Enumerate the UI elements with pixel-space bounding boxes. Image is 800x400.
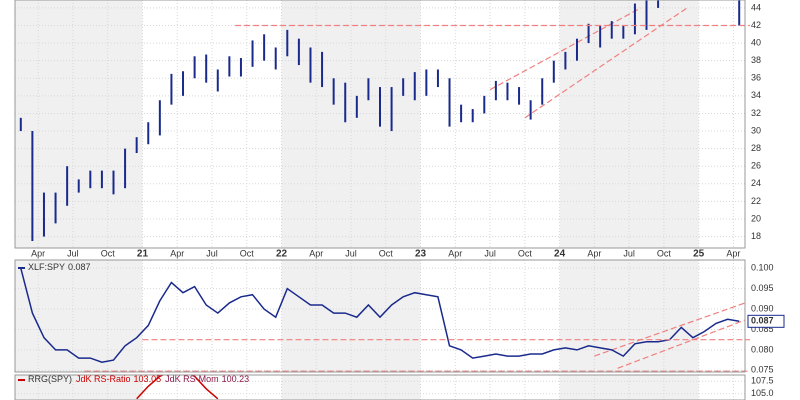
y-tick-label: 30 xyxy=(751,125,761,135)
panel xyxy=(15,260,745,372)
x-tick-label: Jul xyxy=(484,248,496,258)
year-band xyxy=(15,0,143,248)
y-tick-label: 0.085 xyxy=(751,324,774,334)
x-tick-label: Apr xyxy=(309,248,323,258)
y-tick-label: 22 xyxy=(751,196,761,206)
y-tick-label: 0.080 xyxy=(751,344,774,354)
panel-border xyxy=(14,0,746,249)
x-tick-label: Apr xyxy=(170,248,184,258)
panel-border xyxy=(14,259,746,373)
y-tick-label: 36 xyxy=(751,73,761,83)
x-tick-label: Apr xyxy=(31,248,45,258)
year-band xyxy=(15,375,143,400)
panel xyxy=(15,375,745,400)
y-tick-label: 20 xyxy=(751,213,761,223)
channel-line xyxy=(617,319,745,369)
panel xyxy=(15,0,745,248)
year-band xyxy=(698,0,745,248)
y-tick-label: 40 xyxy=(751,37,761,47)
y-tick-label: 26 xyxy=(751,161,761,171)
x-tick-label: 25 xyxy=(693,249,705,260)
y-tick-label: 42 xyxy=(751,20,761,30)
x-tick-label: Oct xyxy=(379,248,394,258)
legend-name: XLF:SPY xyxy=(28,262,65,272)
x-tick-label: 22 xyxy=(276,249,288,260)
x-tick-label: 21 xyxy=(137,249,149,260)
value-box-label: 0.087 xyxy=(751,316,774,326)
x-tick-label: 24 xyxy=(554,249,566,260)
x-tick-label: Apr xyxy=(587,248,601,258)
channel-line xyxy=(489,7,642,91)
legend-entry: XLF:SPY 0.087 xyxy=(28,262,91,272)
series-line xyxy=(136,375,219,400)
y-tick-label: 0.095 xyxy=(751,283,774,293)
value-box xyxy=(747,314,785,328)
year-band xyxy=(559,260,699,372)
year-band xyxy=(698,260,745,372)
x-tick-label: 23 xyxy=(415,249,427,260)
series-line xyxy=(20,268,740,363)
y-tick-label: 28 xyxy=(751,143,761,153)
x-tick-label: Oct xyxy=(240,248,255,258)
legend-entry: RRG(SPY) JdK RS-Ratio 103.05 JdK RS-Mom 100.… xyxy=(28,374,249,384)
legend-value: 103.05 xyxy=(134,374,162,384)
legend-value: 100.23 xyxy=(222,374,250,384)
y-tick-label: 0.090 xyxy=(751,303,774,313)
year-band xyxy=(281,260,421,372)
x-tick-label: Jul xyxy=(206,248,218,258)
y-tick-label: 34 xyxy=(751,90,761,100)
y-tick-label: 24 xyxy=(751,178,761,188)
year-band xyxy=(142,260,282,372)
legend-label: RRG(SPY) xyxy=(28,374,72,384)
year-band xyxy=(15,260,143,372)
legend-name: JdK RS-Ratio xyxy=(76,374,131,384)
x-tick-label: Oct xyxy=(518,248,533,258)
x-tick-label: Jul xyxy=(623,248,635,258)
y-tick-label: 44 xyxy=(751,2,761,12)
channel-line xyxy=(524,7,688,119)
y-tick-label: 105.0 xyxy=(751,388,774,398)
legend-name: JdK RS-Mom xyxy=(165,374,219,384)
x-tick-label: Jul xyxy=(345,248,357,258)
legend-value: 0.087 xyxy=(68,262,91,272)
x-tick-label: Apr xyxy=(448,248,462,258)
panel-border xyxy=(14,374,746,400)
y-tick-label: 0.100 xyxy=(751,263,774,273)
y-tick-label: 32 xyxy=(751,108,761,118)
y-tick-label: 38 xyxy=(751,55,761,65)
x-tick-label: Apr xyxy=(726,248,740,258)
y-tick-label: 0.075 xyxy=(751,365,774,375)
y-tick-label: 18 xyxy=(751,231,761,241)
x-tick-label: Oct xyxy=(657,248,672,258)
y-tick-label: 107.5 xyxy=(751,376,774,386)
x-tick-label: Oct xyxy=(101,248,116,258)
year-band xyxy=(698,375,745,400)
x-tick-label: Jul xyxy=(67,248,79,258)
